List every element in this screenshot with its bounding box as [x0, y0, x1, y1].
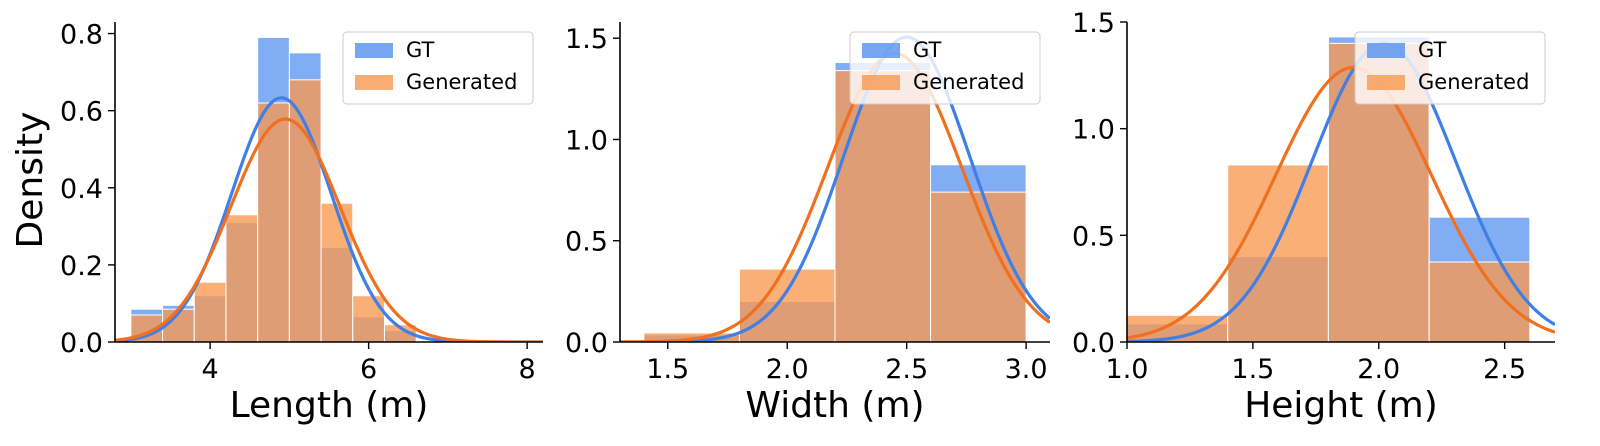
x-tick-label: 6: [360, 354, 377, 385]
generated-bar-4: [930, 191, 1027, 342]
chart-panel-1: 4 6 8 0.0 0.2 0.4 0.6 0.8 Length (m) GT Generated: [60, 20, 543, 426]
plot-area: [115, 36, 543, 342]
y-tick-label: 0.0: [565, 328, 608, 359]
generated-bar-4: [1428, 261, 1531, 342]
chart-panel-2: 1.5 2.0 2.5 3.0 0.0 0.5 1.0 1.5 Width (m) GT Gener…: [565, 22, 1050, 426]
x-tick-label: 2.0: [766, 354, 809, 385]
x-tick-label: 2.5: [885, 354, 928, 385]
x-tick-label: 1.0: [1106, 354, 1149, 385]
x-tick-label: 1.5: [1231, 354, 1274, 385]
generated-bar-5: [257, 102, 290, 342]
generated-bar-2: [738, 268, 836, 342]
y-tick-label: 0.0: [60, 328, 103, 359]
x-tick-label: 4: [202, 354, 219, 385]
legend: GT Generated: [1354, 31, 1546, 105]
legend-swatch-generated: [355, 75, 393, 90]
legend-swatch-generated: [862, 75, 900, 90]
generated-bar-3: [193, 281, 227, 342]
x-tick-label: 3.0: [1005, 354, 1048, 385]
legend: GT Generated: [849, 31, 1041, 105]
x-axis-label: Height (m): [1244, 385, 1438, 426]
legend-label-gt: GT: [913, 38, 942, 62]
generated-bar-2: [1227, 164, 1329, 342]
generated-bar-3: [834, 70, 932, 342]
y-tick-label: 0.4: [60, 174, 103, 205]
y-tick-label: 0.6: [60, 97, 103, 128]
legend-swatch-gt: [862, 43, 900, 58]
generated-kde-line: [620, 51, 1050, 342]
x-tick-label: 2.5: [1483, 354, 1526, 385]
legend-swatch-gt: [355, 43, 393, 58]
generated-bar-8: [352, 295, 385, 342]
legend-swatch-generated: [1367, 75, 1405, 90]
legend-label-gt: GT: [1418, 38, 1447, 62]
plot-area: [1127, 36, 1555, 342]
x-axis-label: Length (m): [230, 385, 429, 426]
y-tick-label: 1.5: [1072, 8, 1115, 39]
legend-label-gt: GT: [406, 38, 435, 62]
y-tick-label: 0.8: [60, 20, 103, 51]
gt-kde-line: [1127, 41, 1555, 342]
legend: GT Generated: [342, 31, 534, 105]
generated-kde-line: [1127, 65, 1555, 340]
figure-ylabel: Density: [10, 112, 51, 249]
y-tick-label: 1.0: [565, 125, 608, 156]
generated-bar-9: [383, 324, 417, 342]
legend-swatch-gt: [1367, 43, 1405, 58]
legend-label-generated: Generated: [1418, 70, 1529, 94]
y-tick-label: 0.5: [1072, 221, 1115, 252]
x-tick-label: 1.5: [646, 354, 689, 385]
legend-label-generated: Generated: [406, 70, 517, 94]
y-tick-label: 1.0: [1072, 115, 1115, 146]
y-tick-label: 0.0: [1072, 328, 1115, 359]
x-axis-label: Width (m): [745, 385, 924, 426]
y-tick-label: 0.5: [565, 227, 608, 258]
generated-bar-6: [288, 79, 322, 342]
generated-bar-4: [225, 214, 259, 342]
y-tick-label: 0.2: [60, 251, 103, 282]
plot-area: [620, 35, 1050, 342]
x-tick-label: 2.0: [1357, 354, 1400, 385]
gt-kde-line: [620, 35, 1050, 342]
x-tick-label: 8: [519, 354, 536, 385]
legend-label-generated: Generated: [913, 70, 1024, 94]
y-tick-label: 1.5: [565, 24, 608, 55]
